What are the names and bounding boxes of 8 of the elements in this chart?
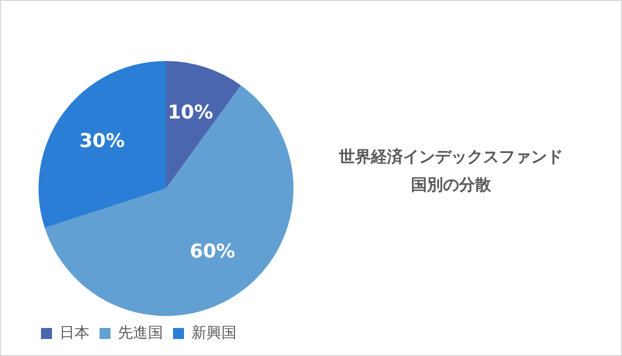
text: 世界経済インデックスファンド [338, 146, 564, 168]
data-label: 10% [168, 101, 214, 124]
legend-label: 先進国 [118, 323, 163, 342]
text: 国別の分散 [410, 174, 492, 196]
legend-label: 新興国 [192, 323, 236, 342]
legend-label: 日本 [60, 323, 90, 342]
data-label: 30% [79, 130, 125, 152]
data-label: 60% [190, 240, 236, 262]
